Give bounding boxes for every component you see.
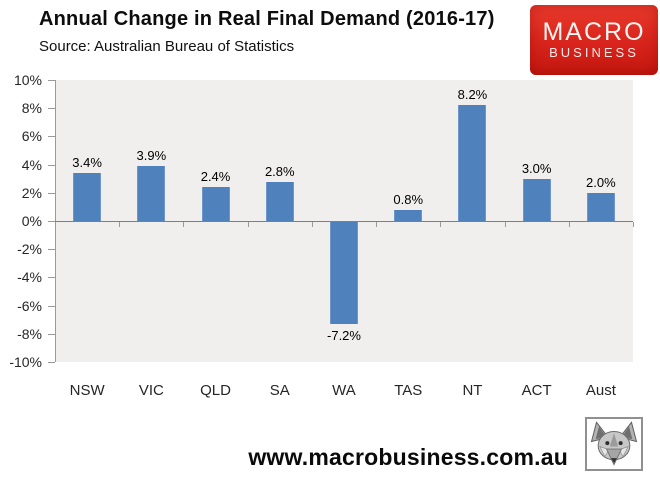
- page-title: Annual Change in Real Final Demand (2016…: [39, 8, 495, 30]
- x-tick-mark: [568, 222, 570, 227]
- logo-text-business: BUSINESS: [549, 45, 639, 60]
- zero-axis-line: [55, 221, 633, 222]
- y-tick-mark: [48, 108, 55, 110]
- y-tick-label: 0%: [21, 213, 42, 229]
- y-tick-label: 6%: [21, 128, 42, 145]
- fox-logo-frame: [585, 417, 643, 471]
- bar-value-label: 8.2%: [457, 87, 488, 103]
- bar-tas: [394, 209, 423, 221]
- y-tick-mark: [48, 333, 55, 335]
- footer-url: www.macrobusiness.com.au: [248, 444, 568, 470]
- x-tick-mark: [55, 222, 56, 227]
- y-tick-label: -2%: [17, 241, 42, 258]
- bar-aust: [586, 192, 615, 221]
- x-category-label: QLD: [200, 382, 231, 399]
- y-tick-mark: [48, 80, 55, 81]
- y-tick-label: 2%: [21, 184, 42, 201]
- x-tick-mark: [633, 222, 634, 227]
- y-tick-mark: [48, 362, 55, 363]
- x-tick-mark: [504, 222, 506, 227]
- x-category-label: WA: [332, 382, 356, 399]
- bar-act: [522, 178, 551, 221]
- y-tick-mark: [48, 249, 55, 251]
- x-category-label: TAS: [394, 382, 423, 399]
- y-tick-label: 4%: [21, 156, 42, 173]
- bar-value-label: 2.4%: [200, 169, 231, 185]
- macrobusiness-logo: MACRO BUSINESS: [530, 5, 658, 75]
- x-category-label: NSW: [69, 382, 105, 399]
- y-tick-label: -8%: [17, 325, 42, 342]
- y-tick-mark: [48, 277, 55, 279]
- x-tick-mark: [247, 222, 249, 227]
- bar-nt: [458, 105, 487, 221]
- y-tick-mark: [48, 221, 55, 222]
- bar-nsw: [73, 173, 102, 221]
- x-category-label: ACT: [521, 382, 552, 399]
- x-category-label: Aust: [585, 382, 616, 399]
- x-tick-mark: [311, 222, 313, 227]
- fox-head-icon: [590, 421, 638, 466]
- x-tick-mark: [183, 222, 185, 227]
- x-category-label: VIC: [138, 382, 164, 399]
- chart-source-subtitle: Source: Australian Bureau of Statistics: [39, 38, 295, 55]
- x-category-label: NT: [462, 382, 483, 399]
- bar-value-label: -7.2%: [327, 327, 361, 343]
- x-tick-mark: [376, 222, 378, 227]
- bar-value-label: 2.8%: [264, 163, 295, 179]
- y-tick-label: -4%: [17, 269, 42, 286]
- y-tick-label: -10%: [9, 354, 42, 370]
- bar-sa: [265, 181, 294, 221]
- y-tick-label: 10%: [13, 72, 42, 88]
- bar-vic: [137, 166, 166, 221]
- logo-text-macro: MACRO: [542, 18, 646, 46]
- y-tick-mark: [48, 192, 55, 194]
- bar-value-label: 2.0%: [586, 174, 616, 190]
- bar-value-label: 0.8%: [393, 191, 424, 207]
- bar-wa: [330, 222, 358, 324]
- bar-value-label: 3.0%: [521, 160, 552, 176]
- y-tick-label: -6%: [17, 297, 42, 314]
- y-tick-label: 8%: [21, 100, 42, 117]
- y-tick-mark: [48, 136, 55, 138]
- x-category-label: SA: [269, 382, 290, 399]
- x-tick-mark: [440, 222, 442, 227]
- bar-value-label: 3.9%: [136, 148, 167, 163]
- bar-qld: [201, 187, 230, 221]
- bar-chart: 10% 8% 6% 4% 2% 0% -2% -4% -6% -8% -10% 3.4% NSW 3.9%…: [9, 72, 634, 399]
- bar-value-label: 3.4%: [72, 155, 102, 171]
- y-tick-mark: [48, 164, 55, 166]
- y-tick-mark: [48, 305, 55, 307]
- x-tick-mark: [119, 222, 121, 227]
